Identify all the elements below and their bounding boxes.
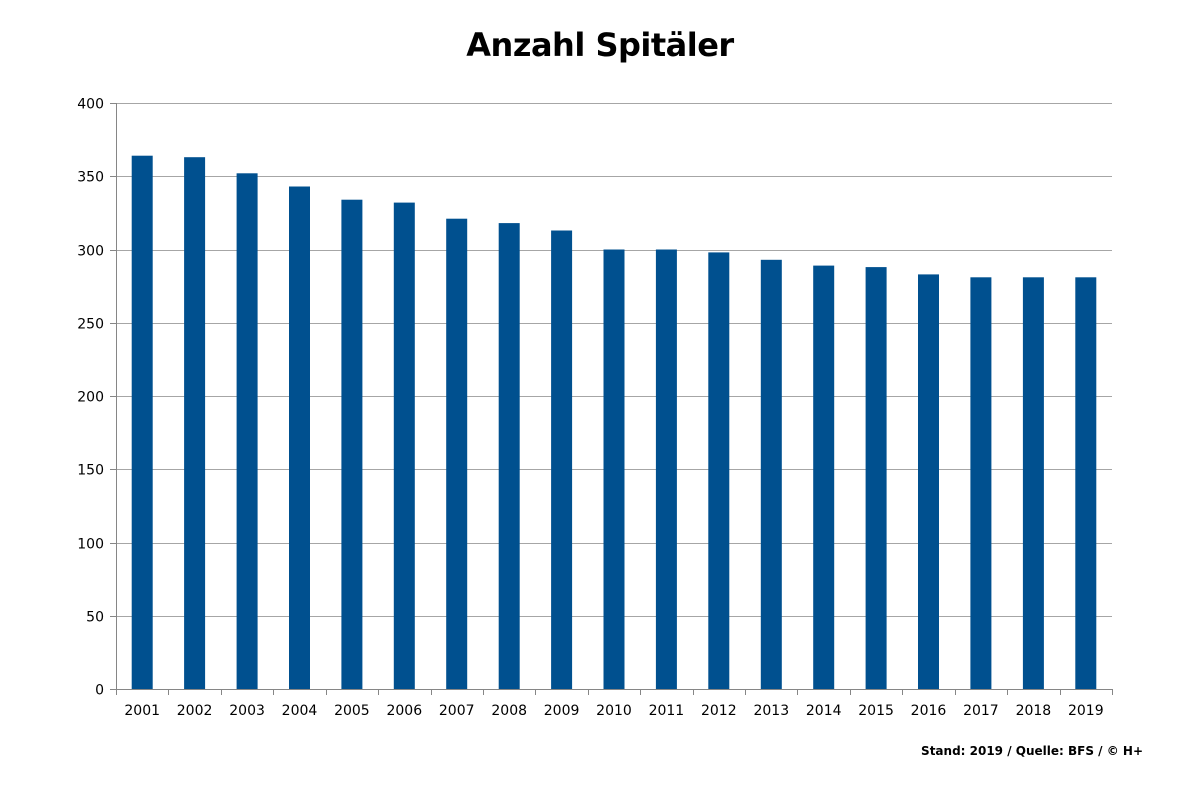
tick-labels: 0 50 100 150 200 250 300 350 400 2001 2002 2003 2004…	[77, 97, 1103, 720]
x-tick-label: 2002	[177, 703, 213, 719]
x-tick-label: 2007	[439, 703, 475, 719]
bar-2017	[970, 277, 992, 689]
chart-title: Anzahl Spitäler	[466, 26, 734, 64]
bars	[131, 155, 1097, 690]
bar-2019	[1075, 277, 1097, 689]
y-tick-label: 100	[77, 537, 104, 553]
bar-2006	[393, 202, 415, 689]
bar-2012	[708, 252, 730, 689]
x-tick-label: 2018	[1016, 703, 1052, 719]
y-tick-label: 50	[86, 610, 104, 626]
bar-2010	[603, 249, 625, 689]
y-tick-label: 150	[77, 463, 104, 479]
y-tick-label: 400	[77, 97, 104, 113]
x-tick-label: 2019	[1068, 703, 1104, 719]
y-tick-label: 200	[77, 390, 104, 406]
x-tick-label: 2003	[229, 703, 265, 719]
bar-2015	[865, 267, 887, 689]
bar-2003	[236, 173, 258, 690]
bar-2007	[446, 218, 468, 689]
x-tick-label: 2005	[334, 703, 370, 719]
bar-2013	[760, 259, 782, 689]
x-tick-label: 2010	[596, 703, 632, 719]
x-tick-label: 2017	[963, 703, 999, 719]
axes	[110, 103, 1113, 695]
y-tick-label: 250	[77, 317, 104, 333]
bar-2002	[184, 157, 206, 689]
x-tick-label: 2013	[753, 703, 789, 719]
bar-2005	[341, 199, 363, 689]
x-tick-label: 2015	[858, 703, 894, 719]
bar-2004	[289, 186, 310, 689]
x-tick-label: 2009	[544, 703, 580, 719]
y-tick-label: 0	[95, 683, 104, 699]
x-tick-label: 2011	[649, 703, 685, 719]
x-tick-label: 2012	[701, 703, 737, 719]
x-tick-label: 2014	[806, 703, 842, 719]
x-tick-label: 2004	[282, 703, 318, 719]
source-note: Stand: 2019 / Quelle: BFS / © H+	[921, 744, 1143, 758]
bar-2014	[813, 265, 835, 689]
bar-2009	[551, 230, 573, 689]
x-tick-label: 2016	[911, 703, 947, 719]
bar-2018	[1022, 277, 1044, 689]
bar-2016	[918, 274, 939, 689]
bar-2001	[131, 155, 153, 689]
bar-2011	[655, 249, 677, 689]
bar-2008	[498, 223, 520, 689]
y-tick-label: 350	[77, 170, 104, 186]
x-tick-label: 2006	[386, 703, 422, 719]
y-tick-label: 300	[77, 244, 104, 260]
x-tick-label: 2001	[124, 703, 160, 719]
x-tick-label: 2008	[491, 703, 527, 719]
